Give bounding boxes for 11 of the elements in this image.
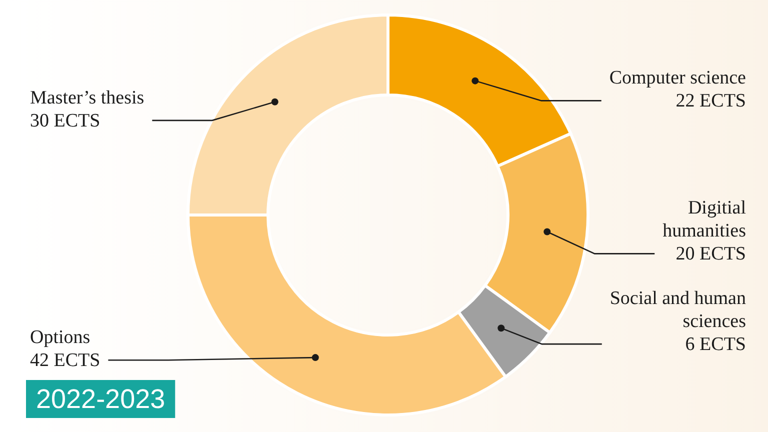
- slice-label: Options: [30, 327, 90, 348]
- data-label: 30 ECTS: [30, 110, 100, 132]
- slice-label: Master’s thesis: [30, 87, 144, 108]
- slice-label: Computer science: [609, 68, 746, 89]
- text: 2022-2023: [36, 384, 166, 414]
- slice-label: Social and human sciences: [610, 288, 746, 332]
- data-label: 6 ECTS: [685, 334, 746, 356]
- data-label: 20 ECTS: [676, 244, 746, 265]
- data-label: 42 ECTS: [30, 350, 100, 372]
- slice-label: Digitial humanities: [662, 198, 746, 242]
- data-label: 22 ECTS: [676, 90, 746, 112]
